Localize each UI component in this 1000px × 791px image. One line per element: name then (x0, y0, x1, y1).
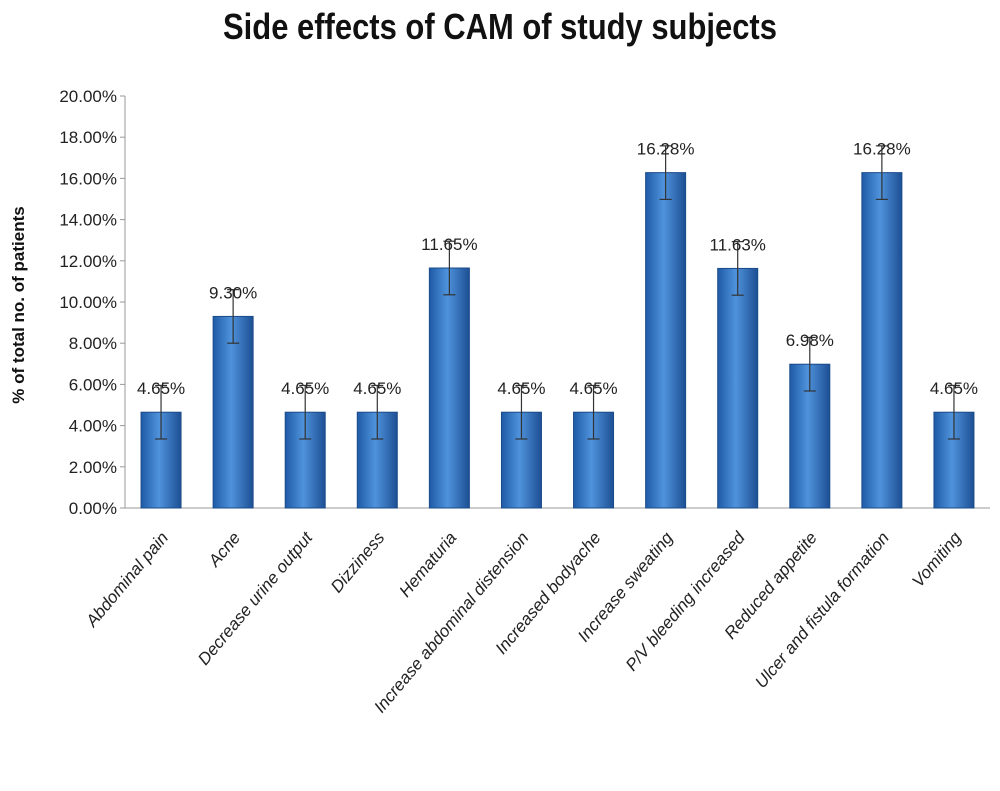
x-category-label: Vomiting (908, 528, 965, 591)
x-category-label: P/V bleeding increased (622, 528, 749, 675)
y-tick-label: 6.00% (69, 375, 117, 394)
y-tick-label: 18.00% (59, 128, 117, 147)
y-axis-label: % of total no. of patients (9, 206, 28, 403)
x-category-label: Abdominal pain (82, 528, 173, 631)
y-tick-label: 14.00% (59, 211, 117, 230)
x-category-label: Increase abdominal distension (370, 528, 532, 716)
data-label: 4.65% (569, 379, 617, 398)
data-label: 16.28% (637, 140, 695, 159)
x-category-label: Hematuria (395, 528, 460, 600)
data-label: 4.65% (497, 379, 545, 398)
data-label: 4.65% (137, 379, 185, 398)
data-label: 9.30% (209, 283, 257, 302)
bar (717, 267, 759, 509)
y-tick-label: 0.00% (69, 499, 117, 518)
data-label: 11.65% (421, 235, 477, 254)
x-category-label: Dizziness (327, 528, 389, 596)
x-category-label: Acne (204, 528, 244, 571)
bar (645, 172, 687, 509)
data-label: 4.65% (930, 379, 978, 398)
y-tick-label: 10.00% (59, 293, 117, 312)
y-tick-label: 20.00% (59, 87, 117, 106)
y-tick-label: 12.00% (59, 252, 117, 271)
chart-title: Side effects of CAM of study subjects (223, 6, 777, 47)
y-tick-label: 8.00% (69, 334, 117, 353)
data-label: 16.28% (853, 140, 911, 159)
y-tick-label: 2.00% (69, 458, 117, 477)
x-category-label: Ulcer and fistula formation (751, 528, 892, 691)
bar (212, 315, 254, 509)
y-tick-label: 16.00% (59, 169, 117, 188)
bar (861, 172, 903, 509)
data-label: 6.98% (786, 331, 834, 350)
bar (140, 411, 182, 509)
data-label: 4.65% (281, 379, 329, 398)
data-label: 11.63% (710, 235, 766, 254)
data-label: 4.65% (353, 379, 401, 398)
bar (428, 267, 470, 509)
y-tick-label: 4.00% (69, 417, 117, 436)
